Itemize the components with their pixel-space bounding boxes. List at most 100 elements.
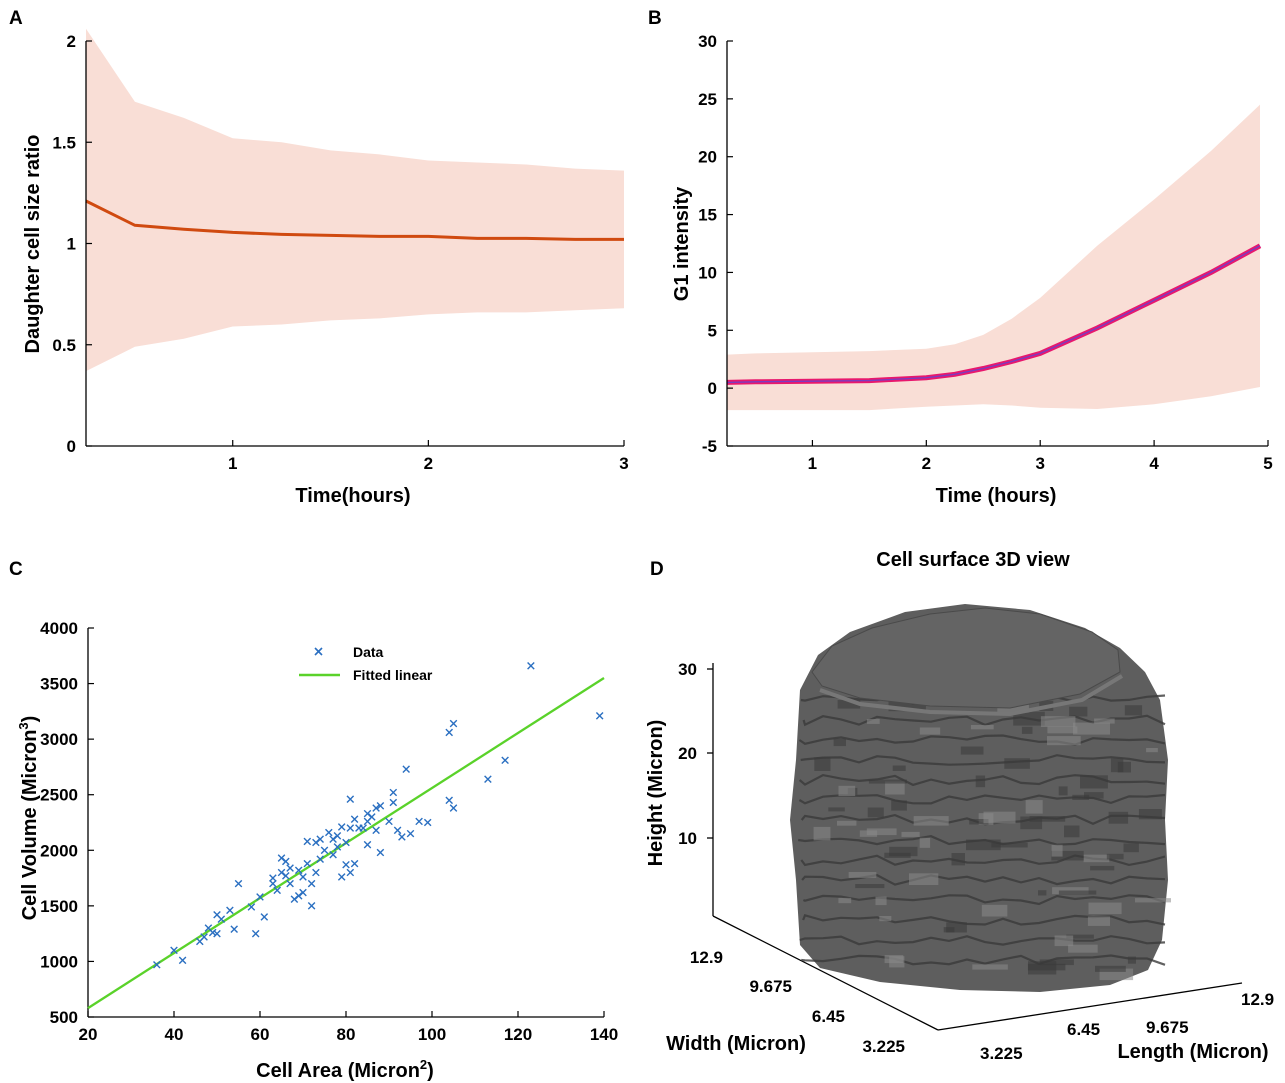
panel-d-facet xyxy=(1124,705,1143,716)
panel-c-data-point xyxy=(170,946,178,955)
panel-c-data-point xyxy=(234,879,243,888)
panel-c-data-point xyxy=(376,848,385,857)
panel-d-layer-ridge xyxy=(800,754,1166,766)
panel-d-facet xyxy=(1087,916,1110,926)
panel-b-ytick-label: 20 xyxy=(698,148,717,167)
panel-b-xtick-label: 3 xyxy=(1035,454,1044,473)
panel-c-data-point xyxy=(269,879,277,888)
panel-d-facet xyxy=(1084,792,1104,799)
panel-c-ytick-label: 500 xyxy=(50,1008,78,1027)
panel-c-ytick-label: 3500 xyxy=(40,675,78,694)
panel-c-data-point xyxy=(325,828,333,837)
panel-d-facet xyxy=(1039,959,1074,966)
panel-d-facet xyxy=(951,853,965,866)
panel-d-facet xyxy=(1040,716,1076,727)
legend-fit-label: Fitted linear xyxy=(353,667,433,683)
panel-b-chart: 1 2 3 4 5 -5 0 5 10 15 20 25 30 Time (hours) G1 inte… xyxy=(671,32,1273,507)
panel-c-xtick-label: 20 xyxy=(79,1025,98,1044)
panel-c-data-point xyxy=(294,866,303,875)
panel-d-facet xyxy=(1069,706,1088,717)
panel-d-facet xyxy=(884,955,904,964)
panel-c-data-point xyxy=(217,915,226,923)
panel-d-facet xyxy=(828,807,845,812)
panel-c-data-point xyxy=(368,813,376,821)
panel-c-data-point xyxy=(273,886,281,895)
panel-c-data-point xyxy=(303,859,312,868)
panel-d-facet xyxy=(813,826,831,841)
panel-d-facet xyxy=(969,819,989,825)
panel-d-facet xyxy=(1013,711,1045,726)
panel-d-facet xyxy=(983,811,1016,824)
panel-d-ltick-3.225: 3.225 xyxy=(980,1044,1023,1063)
panel-c-data-point xyxy=(372,804,380,812)
panel-d-ztick-30: 30 xyxy=(678,660,697,679)
panel-c-axes: 20 40 60 80 100 120 140 500 1000 1500 2000 2500 3000… xyxy=(40,619,618,1044)
panel-c-data-point xyxy=(299,888,307,897)
panel-c-xtick-label: 40 xyxy=(165,1025,184,1044)
panel-c-data-point xyxy=(501,756,509,765)
panel-c-ytick-label: 4000 xyxy=(40,619,78,638)
panel-c-data-point xyxy=(372,826,380,835)
panel-b-axes: 1 2 3 4 5 -5 0 5 10 15 20 25 30 xyxy=(698,32,1273,473)
panel-d-facet xyxy=(1051,850,1084,861)
panel-d-ztick-20: 20 xyxy=(678,744,697,763)
panel-d-facet xyxy=(892,765,906,771)
panel-d-facet xyxy=(866,828,897,836)
panel-c-data-point xyxy=(286,864,294,872)
panel-d-facet xyxy=(901,831,920,837)
panel-c-ytick-label: 3000 xyxy=(40,730,78,749)
panel-b-line-layer xyxy=(726,243,1262,385)
panel-b-ytick-label: 25 xyxy=(698,90,717,109)
panel-d-x-axis xyxy=(937,982,1243,1031)
panel-d-facet xyxy=(1106,853,1124,860)
panel-c-data-point xyxy=(398,833,406,841)
panel-d-chart: Cell surface 3D view 30 20 10 12.9 9.675… xyxy=(645,549,1274,1063)
panel-d-facet xyxy=(837,700,861,709)
panel-c-data-point xyxy=(286,879,294,888)
panel-c-data-point xyxy=(359,824,367,832)
panel-d-facet xyxy=(867,807,884,818)
panel-d-wtick-9.675: 9.675 xyxy=(749,977,792,996)
panel-d-wtick-3.225: 3.225 xyxy=(862,1037,905,1056)
panel-c-data-point xyxy=(346,824,355,832)
panel-c-data-point xyxy=(178,956,187,965)
panel-d-facet xyxy=(1090,865,1115,871)
panel-d-facet xyxy=(1123,843,1139,853)
panel-d-facet xyxy=(913,816,949,826)
panel-d-facet xyxy=(1068,944,1098,953)
panel-c-data-point xyxy=(415,817,423,826)
panel-c-data-point xyxy=(269,874,277,882)
panel-c-chart: 20 40 60 80 100 120 140 500 1000 1500 2000 2500 3000… xyxy=(16,619,618,1082)
panel-c-data-point xyxy=(316,855,324,863)
panel-d-facet xyxy=(879,916,892,922)
panel-d-facet xyxy=(838,785,856,796)
panel-c-ylabel-sup: 3 xyxy=(16,722,31,729)
panel-d-facet xyxy=(1064,825,1080,838)
panel-a-line-layer xyxy=(85,199,624,241)
panel-a-xtick-label: 1 xyxy=(228,454,237,473)
panel-c-data-point xyxy=(333,832,342,840)
panel-c-data-point xyxy=(445,728,453,737)
panel-letter-d: D xyxy=(650,559,664,580)
panel-d-facet xyxy=(891,800,907,811)
panel-d-xlabel: Length (Micron) xyxy=(1117,1041,1268,1063)
panel-b-ytick-label: 30 xyxy=(698,32,717,51)
panel-d-facet xyxy=(1029,816,1066,822)
panel-a-mean-line xyxy=(85,199,624,241)
panel-d-facet xyxy=(1058,890,1097,895)
panel-c-xlabel-sup: 2 xyxy=(420,1057,427,1072)
panel-b-mean-line-core xyxy=(726,245,1261,384)
panel-d-facet xyxy=(1135,898,1171,903)
panel-d-facet xyxy=(1117,761,1131,773)
panel-a-xlabel: Time(hours) xyxy=(295,485,410,507)
panel-c-xtick-label: 140 xyxy=(590,1025,618,1044)
panel-d-ylabel: Width (Micron) xyxy=(666,1033,806,1055)
panel-c-ytick-label: 2000 xyxy=(40,841,78,860)
panel-c-data-point xyxy=(385,817,393,826)
panel-d-facet xyxy=(909,873,939,885)
panel-c-data-point xyxy=(527,661,535,670)
panel-d-facet xyxy=(848,872,877,878)
panel-b-xlabel: Time (hours) xyxy=(936,485,1057,507)
panel-d-facet xyxy=(1051,844,1063,857)
